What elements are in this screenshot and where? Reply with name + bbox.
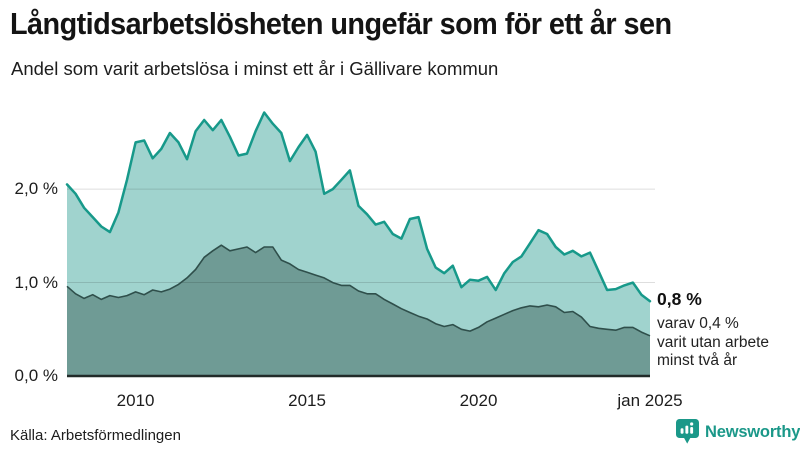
annotation-value: 0,8 %: [657, 289, 702, 309]
y-axis-label: 1,0 %: [14, 272, 58, 292]
newsworthy-icon: [676, 419, 699, 444]
annotation-line: varit utan arbete: [657, 333, 770, 351]
annotation-line: minst två år: [657, 352, 738, 369]
series-1-line: [65, 111, 652, 303]
y-axis-label: 0,0 %: [14, 366, 58, 385]
brand-logo: Newsworthy: [676, 419, 800, 445]
page-title: Långtidsarbetslösheten ungefär som för e…: [10, 6, 672, 41]
annotation-line: varav 0,4 %: [657, 315, 739, 332]
series-2-area: [67, 245, 650, 376]
x-axis-label: 2015: [288, 391, 326, 410]
end-annotation: 0,8 % varav 0,4 % varit utan arbete mins…: [657, 289, 799, 371]
source-credit: Källa: Arbetsförmedlingen: [10, 427, 181, 444]
series-2-line: [66, 244, 651, 337]
x-axis-label: 2010: [116, 391, 155, 410]
x-axis-label: 2020: [459, 391, 498, 410]
y-axis-label: 2,0 %: [14, 179, 58, 199]
area-chart: [65, 111, 655, 378]
x-axis-label: jan 2025: [617, 391, 683, 410]
brand-name: Newsworthy: [705, 422, 800, 441]
page-subtitle: Andel som varit arbetslösa i minst ett å…: [11, 58, 499, 79]
